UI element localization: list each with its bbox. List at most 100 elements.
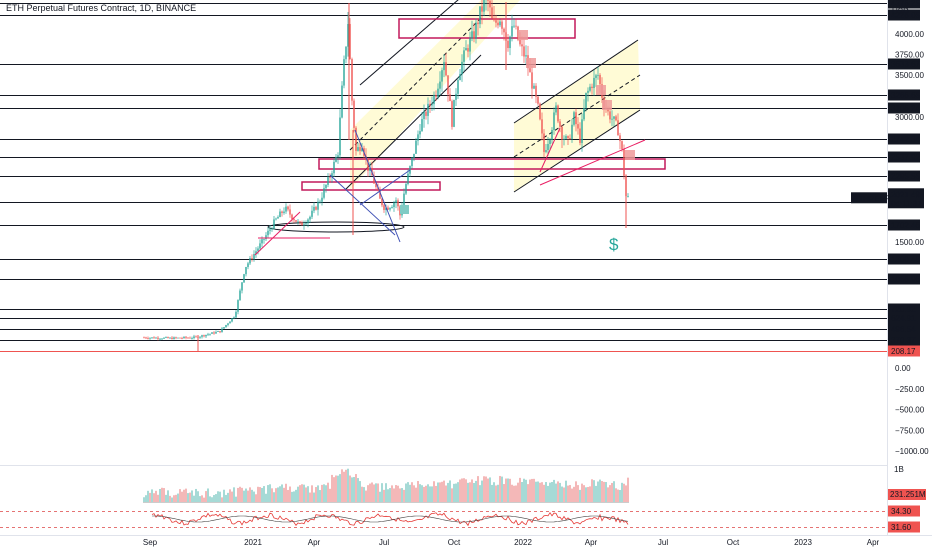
- volume-bar: [475, 480, 477, 502]
- channel-line: [359, 0, 459, 86]
- level-price-tag: 3633.67: [891, 60, 920, 69]
- candle-body: [609, 111, 611, 120]
- candle-body: [283, 211, 285, 213]
- candle-body: [151, 337, 153, 339]
- volume-bar: [195, 488, 197, 502]
- candle-body: [181, 338, 183, 339]
- candle-body: [223, 327, 225, 329]
- candle-body: [215, 331, 217, 334]
- candle-body: [487, 0, 489, 1]
- candle-body: [241, 282, 243, 291]
- candle-body: [531, 72, 533, 89]
- volume-bar: [309, 492, 311, 502]
- candle-body: [489, 0, 491, 8]
- candle-body: [565, 136, 567, 139]
- volume-bar: [211, 497, 213, 502]
- volume-bar: [347, 468, 349, 502]
- candle-body: [439, 81, 441, 89]
- candle-body: [287, 206, 289, 210]
- volume-bar: [587, 487, 589, 502]
- signal-marker: [400, 205, 409, 214]
- time-tick-label: Apr: [867, 538, 880, 547]
- candle-body: [227, 323, 229, 325]
- volume-last-label: 231.251M: [890, 490, 926, 499]
- volume-bar: [479, 485, 481, 502]
- volume-bar: [261, 487, 263, 502]
- candle-body: [219, 331, 221, 333]
- volume-bar: [483, 476, 485, 502]
- volume-bar: [521, 482, 523, 502]
- volume-bar: [237, 487, 239, 502]
- candle-body: [515, 25, 517, 27]
- volume-bar: [537, 481, 539, 502]
- channel-fill-2: [514, 40, 640, 192]
- volume-bar: [351, 477, 353, 502]
- volume-bar: [255, 494, 257, 502]
- volume-bar: [183, 489, 185, 502]
- volume-bar: [201, 495, 203, 502]
- candle-body: [453, 99, 455, 127]
- price-tick-label: 3750.00: [895, 51, 924, 60]
- volume-bar: [281, 484, 283, 502]
- level-price-tag: 624.91: [891, 314, 916, 323]
- volume-bar: [539, 482, 541, 502]
- candle-body: [343, 59, 345, 86]
- volume-bar: [449, 480, 451, 502]
- trend-line: [329, 174, 396, 236]
- candle-body: [191, 338, 193, 339]
- level-price-tag: 2742.34: [891, 135, 920, 144]
- candle-body: [315, 206, 317, 210]
- volume-bar: [193, 495, 195, 502]
- volume-bar: [573, 486, 575, 502]
- volume-bar: [365, 490, 367, 502]
- volume-bar: [505, 478, 507, 502]
- volume-bar: [607, 487, 609, 502]
- volume-bar: [429, 486, 431, 502]
- candle-body: [293, 219, 295, 221]
- volume-bar: [337, 475, 339, 502]
- volume-bar: [355, 474, 357, 502]
- volume-bar: [455, 483, 457, 502]
- candle-body: [285, 206, 287, 212]
- volume-bar: [265, 493, 267, 502]
- candle-body: [493, 18, 495, 21]
- level-price-tag: 4376.25: [891, 0, 920, 8]
- candle-body: [583, 107, 585, 120]
- trend-line: [359, 169, 411, 206]
- candle-body: [567, 136, 569, 139]
- volume-bar: [431, 486, 433, 502]
- candle-body: [393, 202, 395, 208]
- candle-body: [535, 85, 537, 97]
- candle-body: [495, 20, 497, 23]
- volume-bar: [179, 489, 181, 502]
- volume-bar: [349, 475, 351, 502]
- candle-body: [301, 222, 303, 226]
- volume-bar: [621, 482, 623, 502]
- volume-bar: [229, 489, 231, 502]
- candle-body: [259, 243, 261, 249]
- volume-bar: [553, 479, 555, 502]
- candle-body: [613, 116, 615, 119]
- candle-body: [507, 40, 509, 49]
- volume-bar: [577, 485, 579, 502]
- candle-body: [549, 139, 551, 144]
- candle-body: [161, 338, 163, 340]
- candle-body: [211, 332, 213, 334]
- volume-bar: [247, 490, 249, 502]
- candle-body: [311, 210, 313, 217]
- volume-bar: [321, 484, 323, 502]
- volume-bar: [557, 481, 559, 502]
- candle-body: [193, 336, 195, 339]
- candle-body: [389, 208, 391, 210]
- candle-body: [243, 274, 245, 283]
- volume-bar: [291, 491, 293, 502]
- candle-body: [349, 23, 351, 60]
- candle-body: [203, 335, 205, 337]
- candle-body: [391, 207, 393, 209]
- volume-bar: [167, 490, 169, 502]
- volume-bar: [279, 486, 281, 502]
- volume-bar: [419, 484, 421, 502]
- candle-body: [369, 167, 371, 171]
- volume-bar: [515, 485, 517, 502]
